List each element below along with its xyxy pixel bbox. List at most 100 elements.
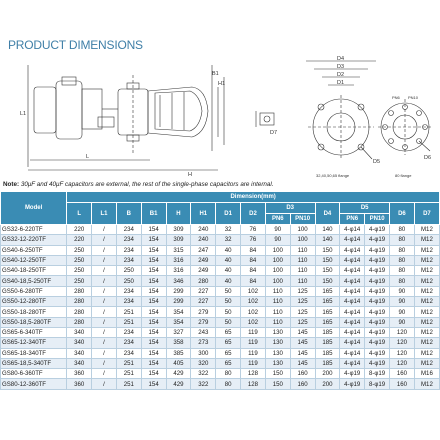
cell-b: 250 [115,265,142,277]
cell-d3-pn10: 145 [289,357,316,370]
cell-b1: 154 [140,326,167,339]
cell-l: 280 [66,306,93,318]
cell-b: 250 [115,275,142,287]
header-L1: L1 [91,202,117,225]
cell-d4: 165 [314,296,341,308]
cell-d7: M12 [413,347,440,359]
table-row: GS32-12-220TF 220/234 154 309 240 32 76 90 100 14… [0,234,440,246]
cell-model: GS50-18-280TF [0,306,68,318]
header-D6: D6 [389,202,415,225]
cell-d3-pn6: 110 [264,316,291,328]
label-B1: B1 [212,71,219,77]
cell-l1: / [91,347,117,359]
cell-d6: 120 [389,337,415,349]
cell-h: 405 [165,357,192,370]
cell-d7: M12 [413,244,440,256]
cell-d3-pn10: 145 [289,326,316,339]
cell-l: 280 [66,285,93,298]
label-flange-left: 32,40,50,65 flange [316,173,350,178]
header-D5: D5 [339,202,390,214]
cell-d5-pn10: 4-φ19 [364,244,390,256]
cell-d6: 120 [389,347,415,359]
cell-d6: 120 [389,326,415,339]
cell-d4: 150 [314,265,341,277]
table-row: GS50-12-280TF 280/234 154 299 227 50 102 110 125… [0,296,440,308]
cell-b1: 154 [140,265,167,277]
cell-d4: 150 [314,244,341,256]
cell-model: GS50-18,5-280TF [0,316,68,328]
capacitor-note: Note: 30μF and 40μF capacitors are exter… [3,181,274,188]
cell-d5-pn6: 4-φ14 [339,285,366,298]
cell-d5-pn6: 4-φ19 [339,368,366,380]
cell-d2: 119 [240,337,266,349]
cell-d5-pn10: 4-φ19 [364,306,390,318]
cell-d3-pn6: 100 [264,275,291,287]
cell-d5-pn10: 4-φ19 [364,347,390,359]
cell-h: 315 [165,244,192,256]
label-H1: H1 [218,81,225,87]
cell-d6: 90 [389,306,415,318]
cell-l1: / [91,326,117,339]
cell-d3-pn10: 100 [289,223,316,236]
label-D5: D5 [373,159,380,165]
cell-d3-pn6: 130 [264,347,291,359]
cell-b1: 154 [140,254,167,267]
cell-l: 220 [66,234,93,246]
cell-d3-pn10: 100 [289,234,316,246]
cell-d3-pn10: 145 [289,337,316,349]
cell-d2: 84 [240,265,266,277]
cell-l: 250 [66,254,93,267]
cell-l1: / [91,378,117,390]
cell-d1: 50 [215,316,242,328]
cell-b: 251 [115,368,142,380]
cell-h1: 249 [190,265,217,277]
label-H: H [188,172,192,178]
cell-d4: 150 [314,275,341,287]
cell-h: 299 [165,285,192,298]
cell-b: 234 [115,347,142,359]
cell-d4: 185 [314,337,341,349]
cell-h: 309 [165,223,192,236]
label-D6: D6 [424,155,431,161]
cell-l: 250 [66,275,93,287]
cell-d6: 90 [389,296,415,308]
cell-h: 358 [165,337,192,349]
cell-b: 234 [115,285,142,298]
technical-drawings: L H H1 B1 L1 D7 [20,56,432,178]
cell-l1: / [91,265,117,277]
cell-d2: 102 [240,296,266,308]
cell-h1: 243 [190,326,217,339]
cell-l: 340 [66,326,93,339]
cell-d5-pn10: 4-φ19 [364,254,390,267]
cell-d7: M12 [413,234,440,246]
cell-d1: 32 [215,234,242,246]
cell-d3-pn6: 100 [264,265,291,277]
note-prefix: Note: [3,181,20,188]
cell-d1: 40 [215,265,242,277]
header-D1: D1 [215,202,242,225]
cell-d6: 90 [389,316,415,328]
cell-d3-pn6: 150 [264,378,291,390]
cell-h: 316 [165,265,192,277]
cell-b: 251 [115,357,142,370]
cell-h: 385 [165,347,192,359]
cell-l1: / [91,275,117,287]
cell-d4: 165 [314,316,341,328]
cell-d3-pn10: 110 [289,244,316,256]
cell-b: 234 [115,223,142,236]
cell-d7: M12 [413,296,440,308]
cell-h1: 279 [190,306,217,318]
cell-d1: 50 [215,285,242,298]
cell-b: 234 [115,234,142,246]
cell-l1: / [91,234,117,246]
cell-d3-pn10: 110 [289,265,316,277]
note-text: 30μF and 40μF capacitors are external, t… [19,181,274,188]
cell-l1: / [91,223,117,236]
cell-d4: 185 [314,326,341,339]
cell-d2: 102 [240,306,266,318]
cell-d7: M12 [413,337,440,349]
cell-d7: M12 [413,254,440,267]
cell-d5-pn6: 4-φ14 [339,234,366,246]
cell-d1: 65 [215,357,242,370]
cell-l: 340 [66,357,93,370]
